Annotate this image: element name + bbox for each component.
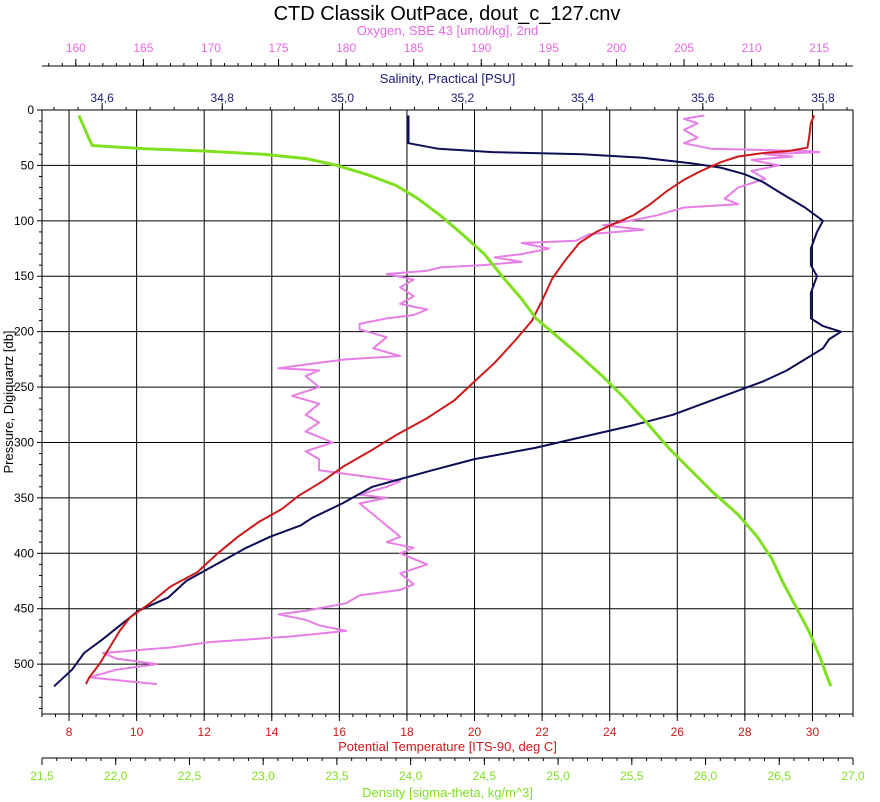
density-tick-label: 25,5 [620, 769, 644, 783]
oxygen-tick-label: 160 [66, 41, 86, 55]
oxygen-tick-label: 200 [606, 41, 626, 55]
oxygen-tick-label: 215 [809, 41, 829, 55]
salinity-series-line [53, 115, 842, 688]
y-tick-label: 0 [27, 103, 34, 117]
salinity-axis-label: Salinity, Practical [PSU] [380, 71, 516, 86]
series-layer [53, 114, 842, 688]
temperature-tick-label: 22 [535, 725, 549, 739]
y-tick-label: 100 [14, 214, 34, 228]
salinity-tick-label: 35,0 [331, 91, 355, 105]
y-axis-label: Pressure, Digiquartz [db] [1, 330, 16, 473]
temperature-tick-label: 16 [333, 725, 347, 739]
temperature-tick-label: 8 [66, 725, 73, 739]
oxygen-tick-label: 175 [269, 41, 289, 55]
oxygen-tick-label: 205 [674, 41, 694, 55]
oxygen-tick-label: 170 [201, 41, 221, 55]
y-tick-label: 350 [14, 491, 34, 505]
oxygen-tick-label: 180 [336, 41, 356, 55]
salinity-tick-label: 35,2 [451, 91, 475, 105]
density-tick-label: 23,0 [252, 769, 276, 783]
plot-frame [41, 109, 854, 715]
density-tick-label: 26,5 [768, 769, 792, 783]
density-tick-label: 22,5 [178, 769, 202, 783]
density-series-line [77, 114, 833, 687]
temperature-tick-label: 30 [806, 725, 820, 739]
chart-title: CTD Classik OutPace, dout_c_127.cnv [274, 3, 621, 25]
y-tick-label: 50 [21, 158, 35, 172]
salinity-tick-label: 34,6 [90, 91, 114, 105]
density-tick-label: 25,0 [546, 769, 570, 783]
density-tick-label: 26,0 [694, 769, 718, 783]
temperature-tick-label: 14 [265, 725, 279, 739]
salinity-tick-label: 35,6 [691, 91, 715, 105]
density-tick-label: 27,0 [841, 769, 865, 783]
temperature-series-line [85, 115, 816, 685]
density-axis-label: Density [sigma-theta, kg/m^3] [362, 785, 533, 800]
density-tick-label: 24,5 [473, 769, 497, 783]
temperature-tick-label: 26 [671, 725, 685, 739]
salinity-tick-label: 35,8 [811, 91, 835, 105]
oxygen-tick-label: 185 [404, 41, 424, 55]
density-tick-label: 24,0 [399, 769, 423, 783]
y-tick-label: 400 [14, 546, 34, 560]
density-tick-label: 23,5 [325, 769, 349, 783]
y-tick-label: 150 [14, 269, 34, 283]
axes: 0 50 100 150 200 250 300 350 400 450 500 Pressure, … [1, 23, 865, 800]
salinity-tick-label: 35,4 [571, 91, 595, 105]
oxygen-tick-label: 210 [742, 41, 762, 55]
y-tick-label: 250 [14, 380, 34, 394]
temperature-tick-label: 20 [468, 725, 482, 739]
y-tick-label: 300 [14, 435, 34, 449]
y-tick-label: 450 [14, 602, 34, 616]
temperature-tick-label: 28 [738, 725, 752, 739]
oxygen-series-line [88, 114, 821, 686]
y-tick-label: 500 [14, 657, 34, 671]
temperature-tick-label: 12 [198, 725, 212, 739]
y-tick-label: 200 [14, 325, 34, 339]
oxygen-axis-label: Oxygen, SBE 43 [umol/kg], 2nd [357, 23, 538, 38]
density-tick-label: 21,5 [30, 769, 54, 783]
temperature-tick-label: 24 [603, 725, 617, 739]
salinity-tick-label: 34,8 [211, 91, 235, 105]
temperature-tick-label: 10 [130, 725, 144, 739]
density-tick-label: 22,0 [104, 769, 128, 783]
oxygen-tick-label: 195 [539, 41, 559, 55]
temperature-axis-label: Potential Temperature [ITS-90, deg C] [338, 739, 557, 754]
oxygen-tick-label: 165 [133, 41, 153, 55]
oxygen-tick-label: 190 [471, 41, 491, 55]
temperature-tick-label: 18 [400, 725, 414, 739]
